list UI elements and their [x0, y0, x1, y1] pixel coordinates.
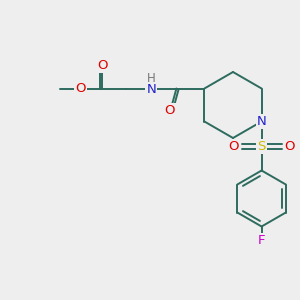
- Text: O: O: [284, 140, 295, 153]
- Text: S: S: [257, 140, 266, 153]
- Text: O: O: [164, 104, 175, 117]
- Text: N: N: [257, 115, 266, 128]
- Text: O: O: [228, 140, 239, 153]
- Text: F: F: [258, 234, 265, 247]
- Text: O: O: [75, 82, 86, 95]
- Text: N: N: [146, 83, 156, 96]
- Text: O: O: [97, 59, 108, 72]
- Text: H: H: [147, 72, 156, 85]
